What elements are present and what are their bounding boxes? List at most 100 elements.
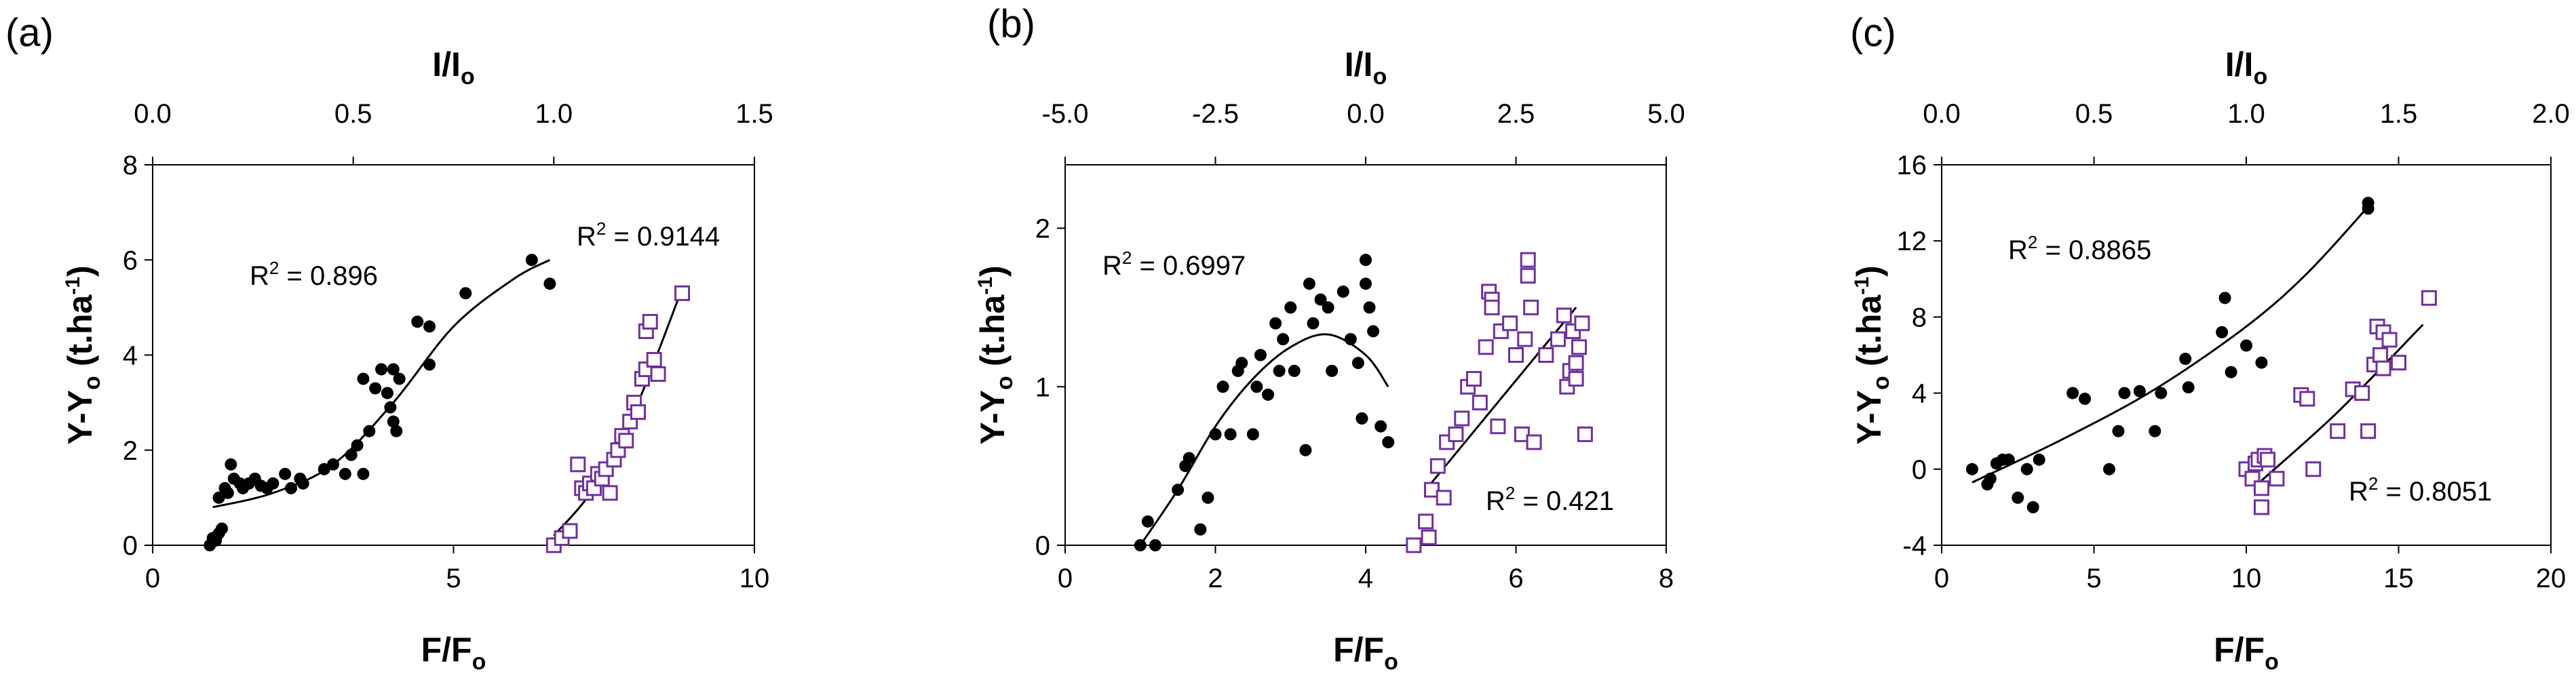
data-point-f-fo — [1299, 444, 1312, 456]
data-point-f-fo — [318, 463, 330, 475]
x-top-tick-label: 0.0 — [1923, 99, 1961, 129]
data-point-f-fo — [1382, 436, 1395, 449]
y-tick-label: -4 — [1902, 531, 1927, 561]
data-point-f-fo — [345, 448, 358, 461]
data-point-f-fo — [1307, 317, 1320, 330]
data-point-i-io — [1423, 482, 1440, 498]
r2-label: R2 = 0.896 — [250, 258, 378, 291]
x-top-tick-label: 0.5 — [334, 99, 372, 129]
data-point-f-fo — [390, 425, 403, 437]
data-point-i-io — [1571, 339, 1588, 355]
data-point-f-fo — [1360, 277, 1372, 290]
data-point-f-fo — [2026, 500, 2039, 513]
data-point-f-fo — [216, 522, 229, 535]
panel-label: (c) — [1850, 11, 1896, 55]
y-tick-label: 12 — [1897, 227, 1927, 256]
data-point-i-io — [2259, 452, 2275, 468]
x-top-tick-label: 2.5 — [1497, 99, 1535, 129]
data-point-i-io — [1523, 299, 1539, 315]
y-tick-label: 2 — [123, 436, 138, 466]
data-point-f-fo — [2225, 366, 2237, 378]
x-top-tick-label: 1.0 — [535, 99, 573, 129]
data-point-f-fo — [1235, 357, 1248, 370]
data-point-f-fo — [1262, 388, 1275, 401]
data-point-i-io — [2305, 461, 2322, 477]
data-point-i-io — [1508, 347, 1524, 363]
data-point-f-fo — [1273, 364, 1286, 377]
data-point-f-fo — [357, 467, 370, 480]
data-point-f-fo — [2179, 353, 2192, 366]
x-bottom-axis-title: F/Fo — [1333, 631, 1398, 675]
data-point-i-io — [1550, 331, 1566, 347]
x-bottom-tick-label: 4 — [1358, 564, 1373, 593]
x-bottom-axis-title: F/Fo — [2214, 631, 2279, 675]
data-point-i-io — [2421, 290, 2437, 306]
data-point-f-fo — [221, 486, 234, 499]
data-point-f-fo — [2362, 202, 2375, 215]
data-point-f-fo — [1314, 293, 1327, 306]
data-point-f-fo — [1254, 349, 1267, 361]
data-point-f-fo — [296, 477, 309, 490]
data-point-i-io — [2269, 471, 2285, 487]
data-point-f-fo — [2102, 463, 2115, 475]
x-bottom-tick-label: 5 — [446, 564, 461, 593]
data-point-f-fo — [285, 482, 298, 494]
x-top-tick-label: 1.5 — [2380, 99, 2418, 129]
x-top-axis-title: I/Io — [1345, 45, 1387, 90]
data-point-i-io — [1502, 315, 1518, 332]
data-point-i-io — [650, 366, 666, 382]
x-top-tick-label: 1.5 — [735, 99, 773, 129]
data-point-f-fo — [1322, 301, 1334, 314]
data-point-f-fo — [1141, 515, 1154, 528]
data-point-f-fo — [1351, 357, 1364, 370]
data-point-i-io — [1568, 355, 1584, 371]
x-top-tick-label: 0.5 — [2075, 99, 2113, 129]
x-top-tick-label: 1.0 — [2227, 99, 2265, 129]
data-point-i-io — [2354, 385, 2370, 401]
data-point-f-fo — [525, 254, 538, 267]
data-point-i-io — [1490, 418, 1506, 435]
data-point-f-fo — [2033, 453, 2045, 466]
data-point-i-io — [2253, 480, 2269, 496]
data-point-f-fo — [2240, 339, 2252, 352]
data-point-f-fo — [1360, 254, 1372, 267]
data-point-f-fo — [2216, 326, 2229, 338]
y-axis-title: Y-Yo (t.ha-1) — [1850, 265, 1894, 444]
data-point-f-fo — [2112, 425, 2125, 437]
x-top-tick-label: 5.0 — [1647, 99, 1685, 129]
data-point-f-fo — [1183, 452, 1195, 465]
data-point-f-fo — [384, 401, 397, 414]
data-point-f-fo — [393, 372, 406, 385]
y-tick-label: 1 — [1035, 372, 1050, 402]
data-point-f-fo — [381, 387, 393, 399]
r2-label: R2 = 0.421 — [1486, 483, 1614, 516]
data-point-i-io — [2391, 355, 2406, 371]
x-bottom-tick-label: 10 — [739, 564, 770, 593]
data-point-i-io — [674, 285, 691, 301]
data-point-f-fo — [1202, 491, 1214, 504]
y-tick-label: 16 — [1897, 151, 1927, 180]
data-point-f-fo — [1344, 333, 1357, 346]
data-point-f-fo — [1356, 412, 1368, 425]
data-point-i-io — [2330, 423, 2346, 439]
y-tick-label: 0 — [1035, 531, 1050, 561]
data-point-i-io — [1465, 371, 1482, 387]
data-point-f-fo — [363, 425, 376, 437]
data-point-i-io — [570, 456, 586, 473]
data-point-f-fo — [2012, 491, 2024, 504]
data-point-i-io — [1484, 299, 1500, 315]
data-point-i-io — [642, 313, 658, 330]
data-point-i-io — [1517, 331, 1533, 347]
data-point-f-fo — [369, 382, 382, 395]
data-point-f-fo — [212, 491, 225, 504]
data-point-i-io — [1520, 252, 1536, 268]
y-tick-label: 0 — [1912, 455, 1927, 485]
data-point-i-io — [1448, 426, 1464, 442]
data-point-i-io — [602, 485, 618, 501]
data-point-i-io — [1429, 458, 1446, 474]
data-point-f-fo — [2255, 356, 2268, 369]
data-point-f-fo — [1216, 380, 1229, 393]
data-point-i-io — [1472, 395, 1488, 411]
data-point-f-fo — [1172, 484, 1185, 496]
